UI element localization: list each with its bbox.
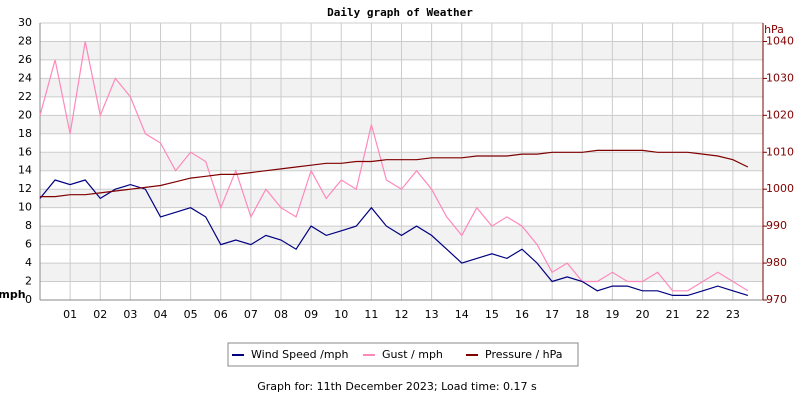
- x-tick-label: 12: [395, 308, 409, 321]
- x-tick-label: 19: [605, 308, 619, 321]
- y-tick-label: 28: [18, 34, 32, 47]
- series-line: [39, 41, 749, 292]
- y-tick-label: 16: [18, 145, 32, 158]
- x-tick-label: 05: [184, 308, 198, 321]
- legend-label: Pressure / hPa: [485, 348, 563, 361]
- x-tick-label: 21: [666, 308, 680, 321]
- y2-tick-label: 1010: [766, 145, 794, 158]
- y-tick-label: 8: [25, 219, 32, 232]
- x-tick-label: 18: [575, 308, 589, 321]
- y-tick-label: 0: [25, 293, 32, 306]
- x-tick-label: 11: [364, 308, 378, 321]
- y-tick-label: 10: [18, 201, 32, 214]
- x-tick-label: 20: [636, 308, 650, 321]
- x-tick-label: 03: [123, 308, 137, 321]
- y2-tick-label: 1030: [766, 71, 794, 84]
- legend-box: [227, 342, 579, 367]
- y-tick-label: 22: [18, 90, 32, 103]
- y2-tick-label: 970: [766, 293, 787, 306]
- y-tick-label: 20: [18, 108, 32, 121]
- legend-label: Wind Speed /mph: [251, 348, 349, 361]
- series-line: [40, 149, 749, 198]
- y2-tick-label: 1020: [766, 108, 794, 121]
- legend-label: Gust / mph: [382, 348, 443, 361]
- y2-tick-label: 1040: [766, 34, 794, 47]
- x-tick-label: 09: [304, 308, 318, 321]
- y-tick-label: 6: [25, 238, 32, 251]
- series-line: [39, 179, 749, 296]
- y2-axis-label: hPa: [764, 23, 784, 36]
- y2-tick-label: 980: [766, 256, 787, 269]
- x-tick-label: 06: [214, 308, 228, 321]
- y2-tick-label: 1000: [766, 182, 794, 195]
- y-tick-label: 14: [18, 164, 32, 177]
- x-tick-label: 10: [334, 308, 348, 321]
- x-tick-label: 01: [63, 308, 77, 321]
- x-tick-label: 14: [455, 308, 469, 321]
- chart-title: Daily graph of Weather: [327, 6, 473, 19]
- y-tick-label: 26: [18, 53, 32, 66]
- x-tick-label: 22: [696, 308, 710, 321]
- y-axis-label: mph: [0, 288, 26, 301]
- y-tick-label: 12: [18, 182, 32, 195]
- x-tick-label: 08: [274, 308, 288, 321]
- x-tick-label: 17: [545, 308, 559, 321]
- x-tick-label: 16: [515, 308, 529, 321]
- x-tick-label: 15: [485, 308, 499, 321]
- y-tick-label: 18: [18, 127, 32, 140]
- x-tick-label: 02: [93, 308, 107, 321]
- y-tick-label: 30: [18, 16, 32, 29]
- x-tick-label: 04: [154, 308, 168, 321]
- x-tick-label: 07: [244, 308, 258, 321]
- x-tick-label: 13: [425, 308, 439, 321]
- footer: Graph for: 11th December 2023; Load time…: [257, 380, 537, 393]
- x-tick-label: 23: [726, 308, 740, 321]
- y-tick-label: 24: [18, 71, 32, 84]
- y-tick-label: 4: [25, 256, 32, 269]
- y2-tick-label: 990: [766, 219, 787, 232]
- y-tick-label: 2: [25, 275, 32, 288]
